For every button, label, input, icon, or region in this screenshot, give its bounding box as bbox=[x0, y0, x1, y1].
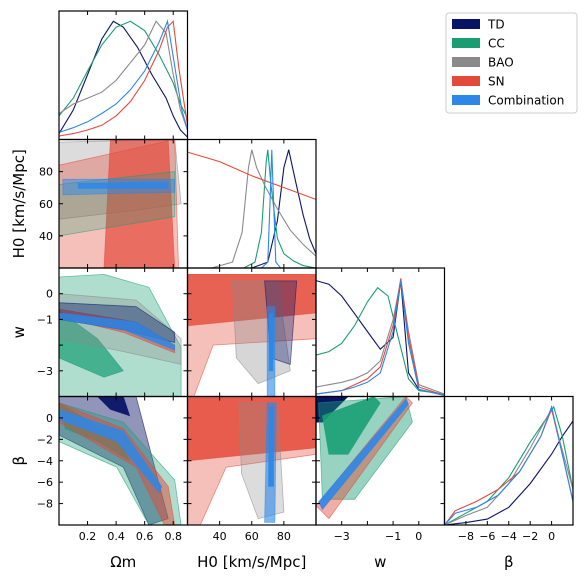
y-tick-label-w-0: −3 bbox=[37, 365, 53, 378]
marginal-cc-h0 bbox=[243, 149, 316, 268]
y-tick-label-w-3: 0 bbox=[46, 288, 53, 301]
legend-label-td: TD bbox=[487, 18, 505, 32]
x-tick-label-om-3: 0.8 bbox=[164, 530, 182, 543]
contour-bao-3-1-2 bbox=[238, 402, 285, 520]
panel-frame-0-0 bbox=[58, 10, 189, 141]
contour-layer bbox=[59, 139, 413, 525]
contour-sn-3-1-1 bbox=[187, 396, 316, 462]
contour-combination-3-2-4 bbox=[318, 398, 409, 511]
marginal-td-h0 bbox=[251, 149, 316, 268]
y-tick-label-beta-0: −8 bbox=[37, 498, 53, 511]
marginal-bao-h0 bbox=[211, 149, 316, 268]
marginal-bao-om bbox=[59, 20, 188, 131]
x-tick-label-w-0: −3 bbox=[334, 530, 350, 543]
y-tick-label-beta-2: −4 bbox=[37, 455, 53, 468]
x-tick-label-beta-2: −4 bbox=[501, 530, 517, 543]
contour-td-3-0-3 bbox=[96, 396, 131, 417]
contour-panel-3-0 bbox=[59, 396, 182, 525]
x-tick-label-om-1: 0.4 bbox=[107, 530, 125, 543]
x-tick-label-w-2: −1 bbox=[385, 530, 401, 543]
x-axis-label-h0: H0 [km/s/Mpc] bbox=[197, 553, 306, 571]
panel-frame-1-1 bbox=[186, 138, 317, 269]
legend-label-combination: Combination bbox=[488, 94, 564, 108]
y-axis-label-beta: β bbox=[10, 456, 28, 466]
legend-label-bao: BAO bbox=[488, 56, 514, 70]
marginal-sn-h0 bbox=[187, 151, 316, 200]
marginal-cc-w bbox=[316, 286, 445, 395]
x-axis-label-beta: β bbox=[504, 553, 514, 571]
legend-label-sn: SN bbox=[488, 75, 505, 89]
x-tick-label-beta-3: −2 bbox=[522, 530, 538, 543]
y-tick-label-h0-1: 60 bbox=[39, 198, 53, 211]
legend-swatch-bao bbox=[452, 57, 480, 67]
x-axis-label-om: Ωm bbox=[110, 553, 136, 571]
x-tick-label-beta-4: 0 bbox=[548, 530, 555, 543]
x-tick-label-w-3: 0 bbox=[415, 530, 422, 543]
panel-frame-2-2 bbox=[315, 267, 446, 398]
legend-label-cc: CC bbox=[488, 37, 505, 51]
contour-sn-1-0-2 bbox=[103, 139, 176, 268]
contour-cc-2-0-1 bbox=[59, 309, 124, 378]
x-tick-label-om-2: 0.6 bbox=[136, 530, 154, 543]
x-tick-label-h0-2: 80 bbox=[277, 530, 291, 543]
contour-combination-1-0-5 bbox=[77, 181, 169, 189]
legend: TD CC BAO SN Combination bbox=[445, 12, 578, 114]
contour-combination-3-1-4 bbox=[268, 406, 274, 487]
marginal-cc-om bbox=[59, 20, 188, 119]
marginal-td-w bbox=[316, 280, 445, 396]
contour-panel-3-2 bbox=[316, 396, 413, 520]
contour-panel-1-0 bbox=[59, 139, 182, 268]
contour-sn-3-0-4 bbox=[59, 402, 176, 525]
x-axis-label-w: w bbox=[374, 553, 386, 571]
x-tick-label-beta-0: −8 bbox=[458, 530, 474, 543]
y-tick-label-w-2: −1 bbox=[37, 313, 53, 326]
marginal-cc-beta bbox=[444, 405, 573, 525]
marginal-combination-beta bbox=[444, 404, 573, 525]
y-axis-label-h0: H0 [km/s/Mpc] bbox=[10, 149, 28, 258]
y-tick-label-beta-1: −6 bbox=[37, 476, 53, 489]
contour-combination-2-1-5 bbox=[268, 312, 274, 372]
axis-label-layer: Ωm H0 [km/s/Mpc] w β H0 [km/s/Mpc] w β bbox=[10, 149, 514, 571]
legend-swatch-combination bbox=[452, 95, 480, 105]
marginal-bao-w bbox=[316, 280, 445, 395]
marginal-combination-om bbox=[59, 19, 188, 133]
y-tick-label-beta-4: 0 bbox=[46, 412, 53, 425]
contour-panel-3-1 bbox=[187, 396, 316, 525]
contour-sn-2-1-1 bbox=[187, 274, 316, 327]
marginal-layer bbox=[59, 19, 573, 525]
marginal-combination-w bbox=[316, 280, 445, 396]
contour-panel-2-1 bbox=[187, 274, 316, 397]
contour-panel-2-0 bbox=[59, 273, 182, 397]
y-tick-label-h0-2: 80 bbox=[39, 166, 53, 179]
contour-combination-2-0-5 bbox=[59, 312, 176, 351]
marginal-td-om bbox=[59, 20, 188, 138]
contour-combination-3-0-5 bbox=[59, 408, 163, 494]
y-tick-label-beta-3: −2 bbox=[37, 433, 53, 446]
x-tick-label-beta-1: −6 bbox=[479, 530, 495, 543]
marginal-td-beta bbox=[444, 420, 573, 525]
marginal-combination-h0 bbox=[261, 149, 282, 268]
x-tick-label-h0-0: 40 bbox=[213, 530, 227, 543]
x-tick-label-om-0: 0.2 bbox=[79, 530, 97, 543]
y-axis-label-w: w bbox=[10, 326, 28, 338]
contour-cc-3-2-2 bbox=[321, 396, 381, 455]
x-tick-label-h0-1: 60 bbox=[245, 530, 259, 543]
legend-swatch-sn bbox=[452, 76, 480, 86]
marginal-sn-om bbox=[59, 20, 188, 137]
legend-swatch-td bbox=[452, 19, 480, 29]
tick-layer: 0.2 0.4 0.6 0.8 40 60 80 −3 −1 0 −8 −6 −4 −2 0 40 60 80 −3… bbox=[37, 11, 555, 543]
y-tick-label-h0-0: 40 bbox=[39, 230, 53, 243]
marginal-sn-w bbox=[316, 278, 445, 396]
legend-swatch-cc bbox=[452, 38, 480, 48]
